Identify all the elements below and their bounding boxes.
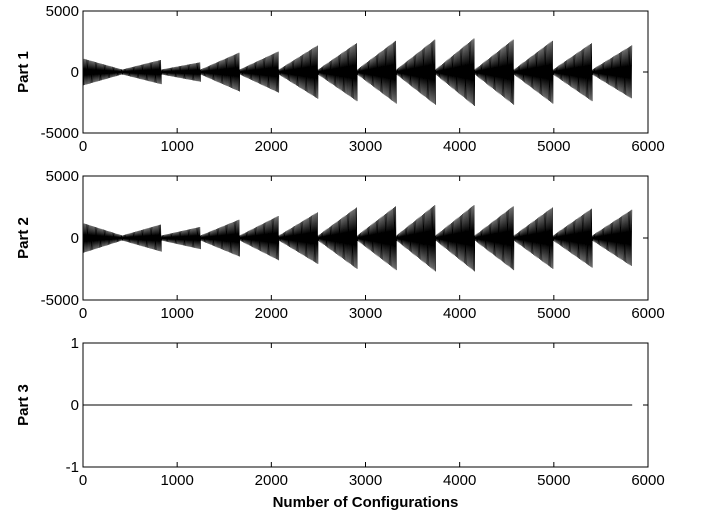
x-tick-label: 0 xyxy=(79,138,87,155)
x-tick-label: 1000 xyxy=(160,472,193,489)
x-tick-label: 3000 xyxy=(349,305,382,322)
y-tick-label: -5000 xyxy=(41,125,79,142)
x-tick-label: 0 xyxy=(79,305,87,322)
x-tick-label: 5000 xyxy=(537,138,570,155)
x-tick-label: 1000 xyxy=(160,305,193,322)
x-tick-label: 5000 xyxy=(537,305,570,322)
x-tick-label: 0 xyxy=(79,472,87,489)
y-axis-label: Part 1 xyxy=(15,51,32,93)
y-tick-label: 1 xyxy=(71,335,79,352)
y-axis-label: Part 2 xyxy=(15,217,32,259)
x-tick-label: 6000 xyxy=(631,138,664,155)
series-line-1 xyxy=(82,205,633,272)
series-line-1 xyxy=(82,38,633,107)
y-tick-label: -1 xyxy=(66,459,79,476)
x-tick-label: 2000 xyxy=(255,138,288,155)
y-tick-label: 0 xyxy=(71,230,79,247)
y-axis-label: Part 3 xyxy=(15,384,32,426)
x-tick-label: 3000 xyxy=(349,472,382,489)
x-tick-label: 1000 xyxy=(160,138,193,155)
y-tick-label: -5000 xyxy=(41,292,79,309)
x-tick-label: 4000 xyxy=(443,472,476,489)
y-tick-label: 5000 xyxy=(46,168,79,185)
y-tick-label: 0 xyxy=(71,397,79,414)
x-tick-label: 6000 xyxy=(631,305,664,322)
y-tick-label: 0 xyxy=(71,64,79,81)
x-tick-label: 3000 xyxy=(349,138,382,155)
x-tick-label: 5000 xyxy=(537,472,570,489)
x-tick-label: 2000 xyxy=(255,305,288,322)
x-tick-label: 6000 xyxy=(631,472,664,489)
plot-panel-2: 0 1000 2000 3000 4000 5000 6000-500005000Part … xyxy=(15,168,665,322)
x-tick-label: 2000 xyxy=(255,472,288,489)
x-tick-label: 4000 xyxy=(443,305,476,322)
y-tick-label: 5000 xyxy=(46,3,79,20)
x-tick-label: 4000 xyxy=(443,138,476,155)
plot-panel-1: 0 1000 2000 3000 4000 5000 6000-500005000Part … xyxy=(15,3,665,155)
x-axis-label: Number of Configurations xyxy=(273,494,459,511)
